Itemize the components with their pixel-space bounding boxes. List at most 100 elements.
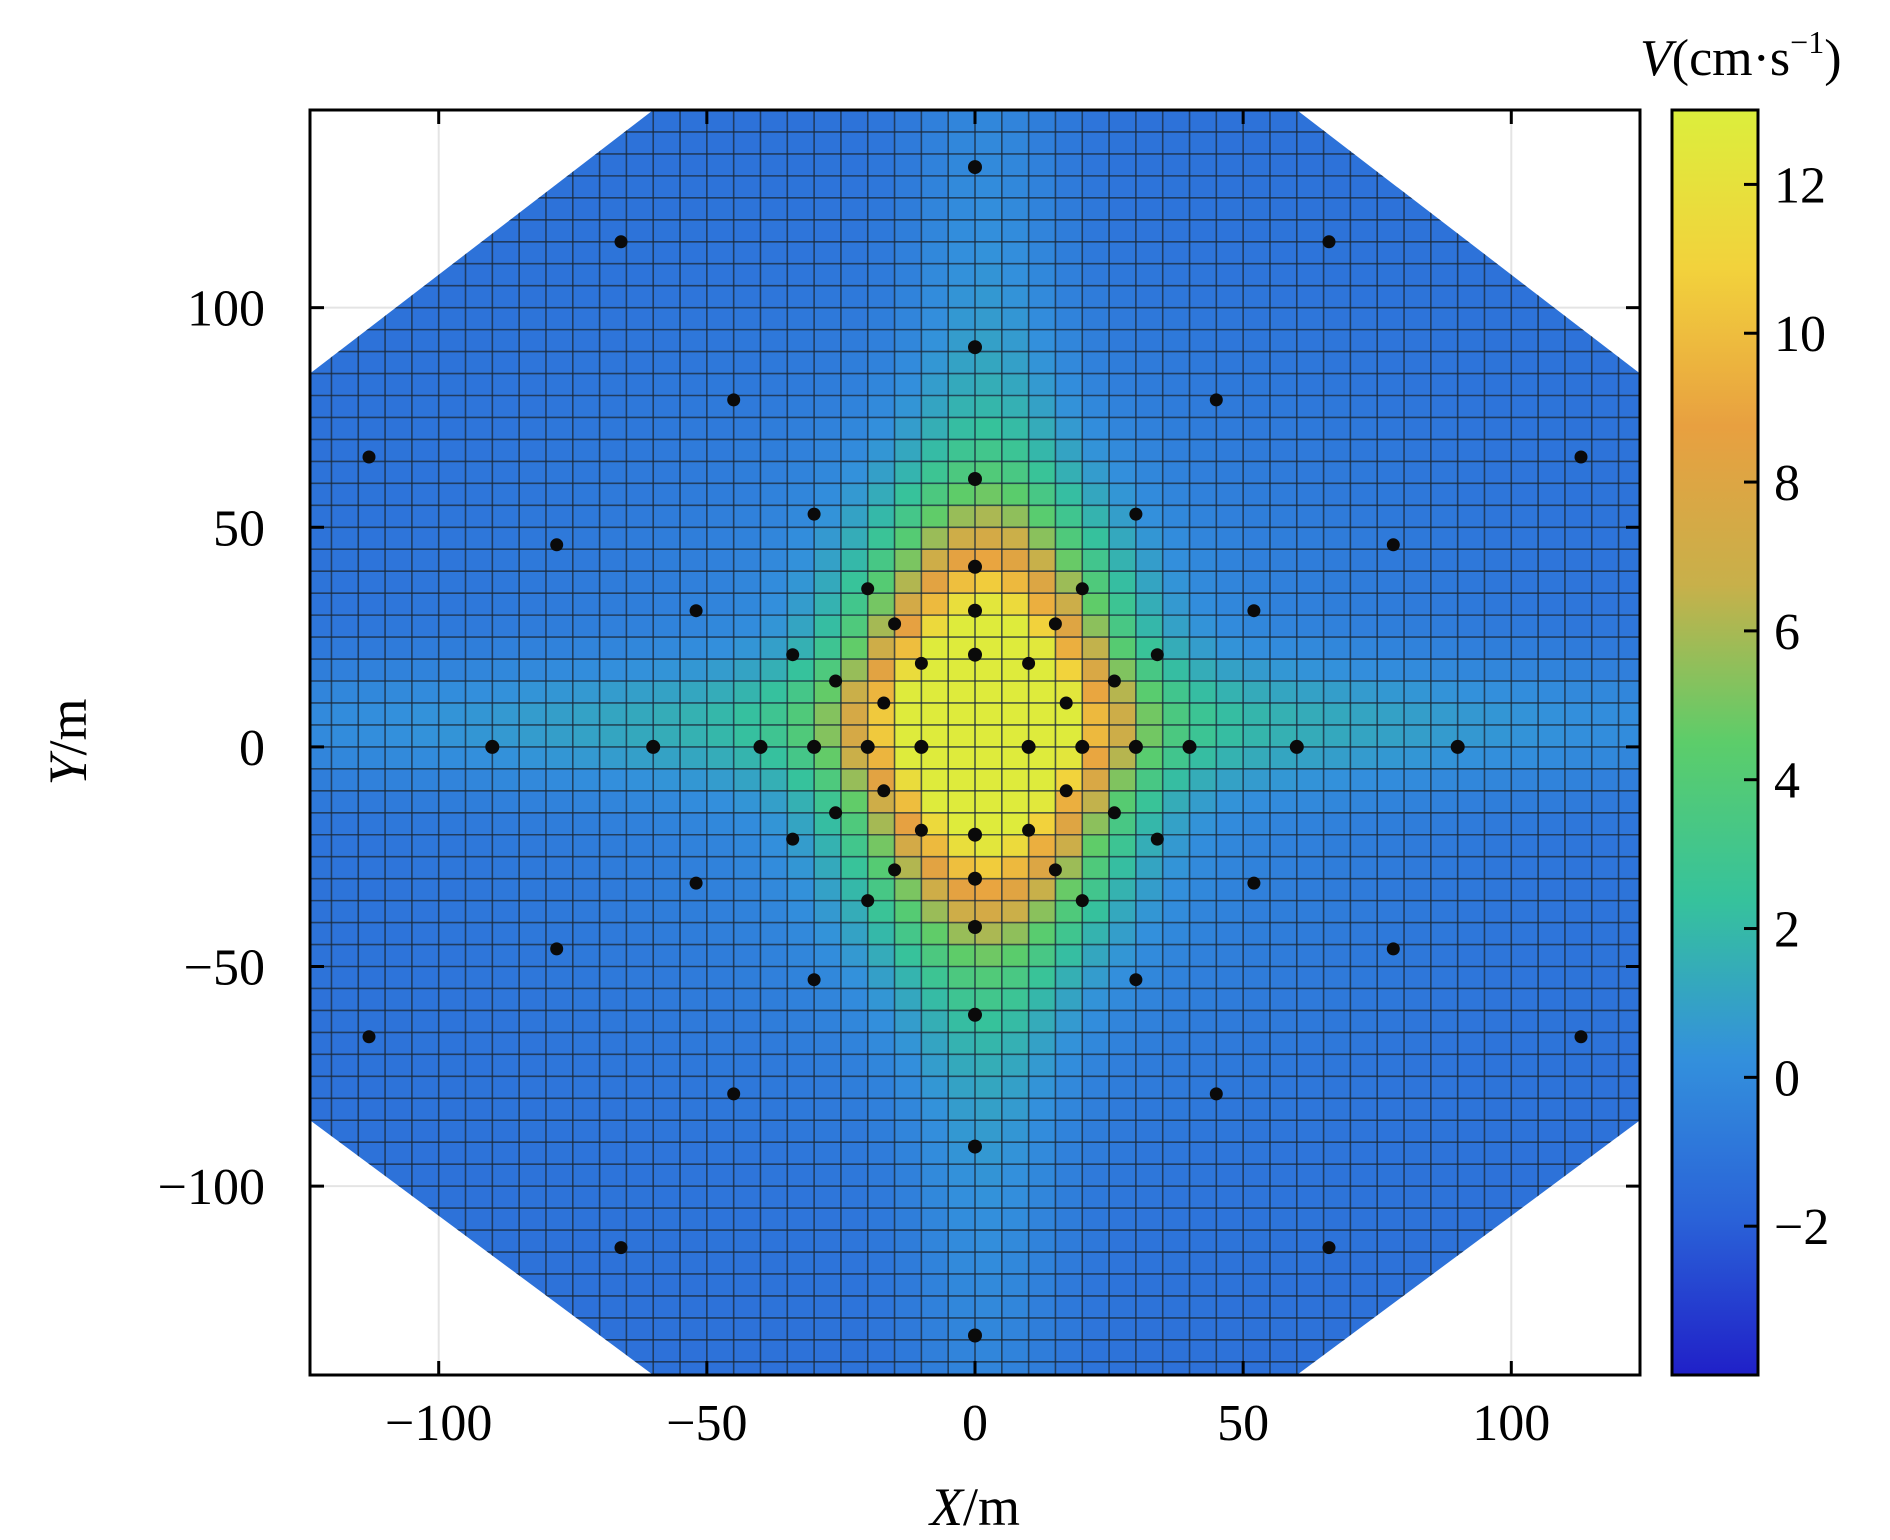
field-cell — [975, 659, 1003, 682]
field-cell — [545, 966, 574, 990]
field-cell — [1350, 439, 1378, 462]
monitoring-point — [807, 739, 822, 754]
field-cell — [733, 790, 762, 814]
field-cell — [1055, 1186, 1083, 1209]
field-cell — [814, 329, 842, 353]
field-cell — [1028, 1164, 1057, 1187]
field-cell — [1082, 1142, 1110, 1165]
field-cell — [465, 1098, 493, 1121]
field-cell — [626, 1317, 654, 1341]
field-cell — [1243, 131, 1271, 155]
field-cell — [814, 175, 842, 199]
field-cell — [599, 1120, 628, 1143]
field-cell — [1377, 1273, 1405, 1297]
field-cell — [1323, 856, 1351, 880]
field-cell — [626, 329, 654, 353]
field-cell — [921, 241, 949, 265]
field-cell — [760, 153, 788, 177]
field-cell — [572, 1010, 601, 1033]
field-cell — [653, 1208, 681, 1231]
field-cell — [975, 131, 1003, 155]
field-cell — [599, 175, 628, 199]
field-cell — [1538, 1032, 1566, 1055]
field-cell — [814, 483, 842, 506]
monitoring-point — [1048, 617, 1062, 631]
field-cell — [706, 439, 735, 462]
field-cell — [1430, 746, 1459, 770]
field-cell — [814, 1273, 842, 1297]
colorbar-tick-label: 6 — [1774, 604, 1800, 661]
field-cell — [1484, 900, 1512, 924]
field-cell — [1323, 1252, 1351, 1275]
field-cell — [519, 527, 547, 550]
field-cell — [465, 724, 493, 748]
field-cell — [921, 571, 949, 594]
field-cell — [1109, 1208, 1137, 1231]
field-cell — [787, 1186, 815, 1209]
field-cell — [1082, 1273, 1110, 1297]
field-cell — [948, 241, 976, 265]
field-cell — [1189, 1098, 1217, 1121]
field-cell — [1404, 307, 1432, 331]
field-cell — [975, 746, 1003, 770]
field-cell — [438, 1142, 467, 1165]
field-cell — [310, 702, 333, 726]
field-cell — [626, 768, 654, 792]
field-cell — [1028, 175, 1057, 199]
field-cell — [921, 329, 949, 353]
field-cell — [626, 527, 654, 550]
field-cell — [599, 307, 628, 331]
field-cell — [310, 461, 333, 484]
field-cell — [975, 790, 1003, 814]
field-cell — [1189, 241, 1217, 265]
field-cell — [626, 241, 654, 265]
field-cell — [545, 724, 574, 748]
field-cell — [1189, 1142, 1217, 1165]
field-cell — [519, 702, 547, 726]
field-cell — [438, 395, 467, 419]
field-cell — [1162, 175, 1191, 199]
field-cell — [867, 922, 896, 946]
field-cell — [310, 439, 333, 462]
field-cell — [921, 988, 949, 1012]
field-cell — [519, 637, 547, 660]
field-cell — [733, 527, 762, 550]
field-cell — [1109, 724, 1137, 748]
field-cell — [653, 527, 681, 550]
field-cell — [1243, 175, 1271, 199]
field-cell — [1189, 1317, 1217, 1341]
field-cell — [1243, 1120, 1271, 1143]
field-cell — [519, 724, 547, 748]
field-cell — [1055, 131, 1083, 155]
field-cell — [358, 878, 386, 902]
field-cell — [680, 768, 708, 792]
field-cell — [1135, 790, 1164, 814]
field-cell — [1109, 1339, 1137, 1363]
field-cell — [760, 1252, 788, 1275]
field-cell — [1109, 1273, 1137, 1297]
field-cell — [1189, 944, 1217, 968]
field-cell — [1028, 1032, 1057, 1055]
monitoring-point — [1022, 656, 1036, 670]
field-cell — [653, 549, 681, 572]
field-cell — [1591, 439, 1620, 462]
field-cell — [572, 527, 601, 550]
field-cell — [948, 1273, 976, 1297]
field-cell — [599, 988, 628, 1012]
field-cell — [1377, 1142, 1405, 1165]
field-cell — [921, 351, 949, 375]
velocity-field — [310, 110, 1640, 1375]
field-cell — [1216, 285, 1244, 309]
field-cell — [310, 746, 333, 770]
field-cell — [1001, 834, 1030, 858]
field-cell — [1296, 1098, 1325, 1121]
field-cell — [814, 153, 842, 177]
field-cell — [706, 329, 735, 353]
field-cell — [680, 1032, 708, 1055]
field-cell — [975, 263, 1003, 287]
field-cell — [1135, 1010, 1164, 1033]
field-cell — [1404, 1252, 1432, 1275]
field-cell — [921, 900, 949, 924]
field-cell — [331, 483, 359, 506]
field-cell — [1591, 505, 1620, 528]
